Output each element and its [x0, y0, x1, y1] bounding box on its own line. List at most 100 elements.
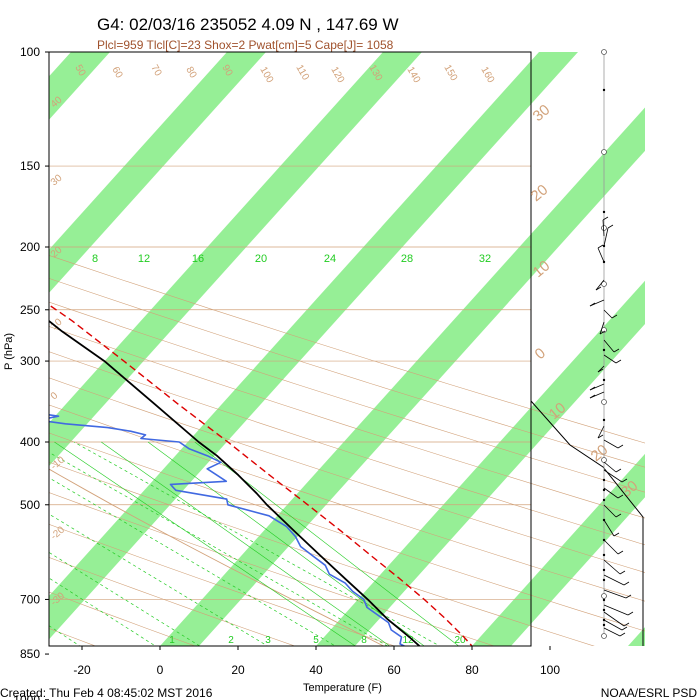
- wind-level-circle: [601, 281, 607, 287]
- dewpoint-profile: [49, 414, 406, 646]
- wind-level-circle: [601, 457, 607, 463]
- wind-barb: [603, 504, 617, 518]
- dry-adiabat: [49, 432, 645, 632]
- x-axis-ticks: -20 0 20 40 60 80 100: [73, 646, 560, 677]
- adiabat-label: 30: [49, 172, 65, 188]
- wind-barb: [595, 279, 605, 291]
- wind-level-dot: [602, 553, 606, 557]
- x-tick-label: 0: [157, 663, 164, 677]
- y-tick-label: 200: [20, 240, 40, 254]
- wind-level-dot: [602, 418, 606, 422]
- mixing-ratio-line: [73, 441, 441, 646]
- isotherm-label: 80: [183, 65, 198, 81]
- wind-barb-flag: [607, 224, 614, 229]
- wind-barb-flag: [617, 494, 624, 499]
- dry-adiabat: [49, 461, 595, 646]
- wind-barb-flag: [599, 330, 606, 335]
- mixing-ratio-label-bottom: 20: [454, 635, 466, 646]
- wind-barb-flag: [615, 513, 622, 518]
- isotherm-band: [316, 280, 645, 646]
- isotherm-band: [49, 52, 422, 467]
- y-tick-label: 300: [20, 354, 40, 368]
- y-axis-ticks: 100 150 200 250 300 400 500 700 850 1000: [13, 45, 49, 700]
- wind-barb: [603, 611, 625, 627]
- isotherm-label: 110: [293, 63, 311, 83]
- isotherm-label-right: 20: [588, 441, 612, 465]
- wind-barb: [603, 604, 629, 616]
- mixing-ratio-line: [49, 577, 157, 646]
- y-tick-label: 500: [20, 498, 40, 512]
- isotherm-label: 120: [328, 65, 346, 85]
- wind-level-dot: [602, 608, 606, 612]
- y-tick-label: 100: [20, 45, 40, 59]
- mixing-ratio-label: 32: [479, 253, 491, 265]
- dry-adiabat: [49, 301, 645, 493]
- wind-barb: [597, 247, 605, 263]
- isotherm-label: 50: [72, 63, 87, 79]
- wind-barb: [603, 487, 619, 499]
- wind-level-circle: [601, 399, 607, 405]
- dry-adiabat: [49, 492, 495, 646]
- mixing-ratio-label-bottom: 1: [169, 635, 175, 646]
- wind-barb-flag: [613, 348, 620, 353]
- chart-subtitle: Plcl=959 Tlcl[C]=23 Shox=2 Pwat[cm]=5 Ca…: [97, 38, 394, 52]
- isotherm-label-right: 30: [530, 101, 554, 125]
- wind-barb: [603, 439, 619, 449]
- isotherm-label: 140: [404, 65, 422, 85]
- wind-barb-flag: [623, 622, 630, 627]
- footer-created: Created: Thu Feb 4 08:45:02 MST 2016: [0, 686, 213, 700]
- wind-barb-flag: [602, 216, 609, 221]
- wind-barb-flag: [597, 244, 604, 249]
- dry-adiabat: [49, 377, 645, 573]
- wind-barb-flag: [625, 594, 632, 599]
- y-tick-label: 150: [20, 159, 40, 173]
- wind-barb-flag: [615, 359, 622, 364]
- adiabat-label: 10: [49, 316, 65, 332]
- isotherm-band: [628, 627, 645, 646]
- y-tick-label: 700: [20, 592, 40, 606]
- wind-level-circle: [601, 49, 607, 55]
- y-tick-label: 400: [20, 435, 40, 449]
- wind-barb: [603, 309, 613, 319]
- mixing-ratio-label-bottom: 12: [402, 635, 414, 646]
- wind-barb-flag: [623, 581, 630, 586]
- wind-barb-flag: [615, 468, 622, 473]
- x-axis-label: Temperature (F): [303, 682, 382, 694]
- wind-barb: [603, 519, 615, 537]
- mixing-ratio-label: 24: [324, 253, 336, 265]
- wind-barb: [602, 219, 605, 237]
- temperature-profile: [49, 319, 421, 646]
- isotherm-band: [49, 52, 578, 640]
- mixing-ratio-label: 16: [192, 253, 204, 265]
- dry-adiabat: [49, 255, 645, 444]
- wind-barb: [603, 619, 623, 631]
- mixing-ratio-label-bottom: 3: [265, 635, 271, 646]
- wind-level-dot: [602, 478, 606, 482]
- wind-barb: [603, 339, 615, 353]
- wind-barb: [603, 461, 617, 473]
- wind-barb: [603, 354, 617, 364]
- wind-barb-flag: [621, 478, 628, 483]
- dry-adiabat: [49, 523, 396, 646]
- mixing-ratio-label-bottom: 8: [361, 635, 367, 646]
- wind-barb: [597, 425, 605, 439]
- wind-barb-flag: [613, 532, 620, 537]
- isotherm-band: [49, 52, 266, 293]
- wind-barb-flag: [597, 434, 604, 439]
- mixing-ratio-label-bottom: 2: [228, 635, 234, 646]
- mixing-ratio-label-bottom: 5: [313, 635, 319, 646]
- wind-barb-flag: [619, 632, 626, 637]
- isotherm-band: [160, 107, 645, 646]
- mixing-ratio-line: [49, 451, 389, 646]
- isotherm-band: [472, 453, 645, 646]
- isotherm-label-right: 0: [532, 345, 549, 363]
- x-tick-label: 100: [540, 663, 560, 677]
- y-tick-label: 250: [20, 303, 40, 317]
- wind-barb-flag: [617, 444, 624, 449]
- wind-barb-flag: [611, 314, 618, 319]
- wind-level-circle: [601, 633, 607, 639]
- wind-barb-flag: [617, 550, 624, 555]
- wind-level-circle: [601, 593, 607, 599]
- footer-credit: NOAA/ESRL PSD: [601, 686, 698, 700]
